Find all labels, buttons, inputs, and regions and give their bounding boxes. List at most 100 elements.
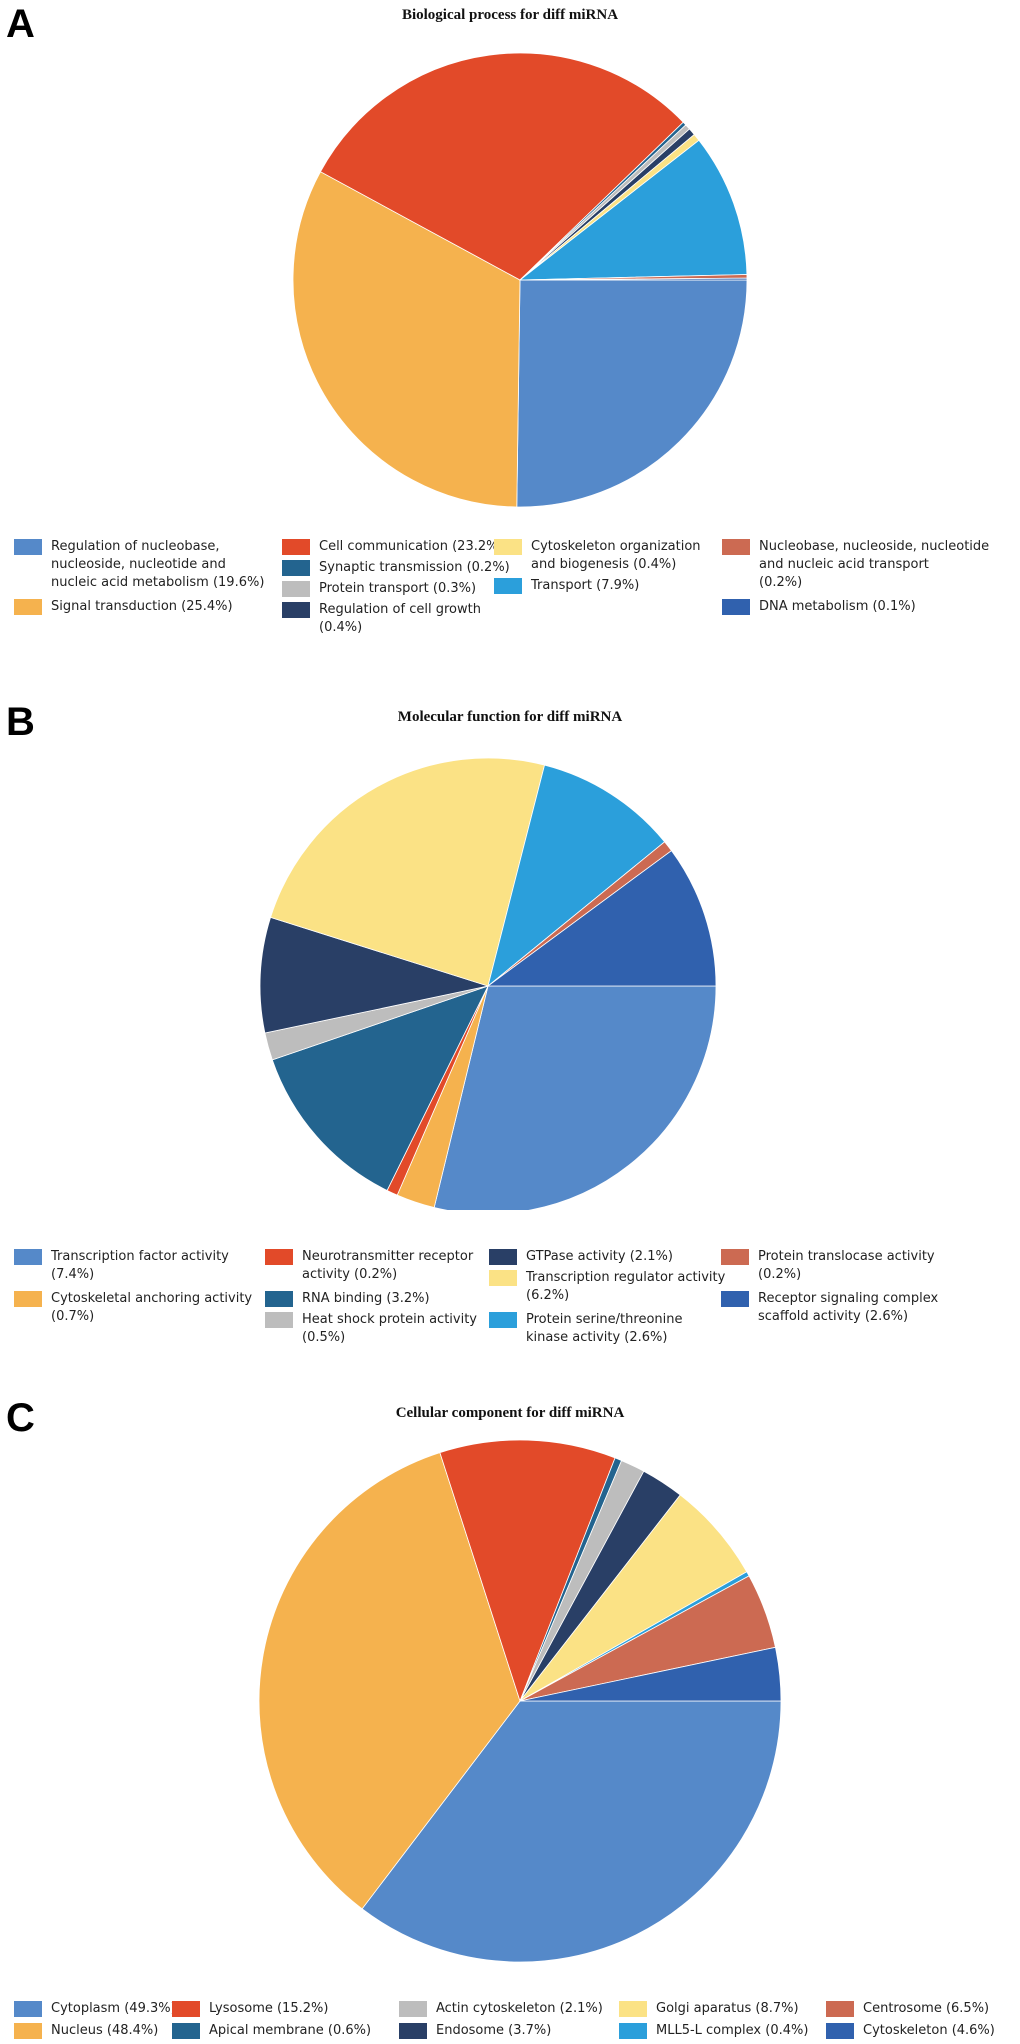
legend-item: Lysosome (15.2%) [172, 2000, 328, 2018]
legend-swatch [494, 578, 522, 594]
legend-item: Heat shock protein activity (0.5%) [265, 1311, 477, 1347]
legend-item: Transport (7.9%) [494, 577, 639, 595]
legend-item: Cytoskeleton organization and biogenesis… [494, 538, 701, 574]
legend-label: Golgi aparatus (8.7%) [656, 2001, 799, 2016]
pie-slice-2 [258, 1452, 521, 1910]
legend-swatch [265, 1291, 293, 1307]
legend-swatch [14, 1249, 42, 1265]
legend-label: Transcription factor activity (7.4%) [51, 1249, 229, 1282]
legend-swatch [489, 1270, 517, 1286]
legend-label: MLL5-L complex (0.4%) [656, 2023, 809, 2038]
legend-label: Protein serine/threonine kinase activity… [526, 1312, 683, 1345]
legend-swatch [14, 599, 42, 615]
legend-item: DNA metabolism (0.1%) [722, 598, 916, 616]
legend-swatch [282, 602, 310, 618]
legend-swatch [619, 2023, 647, 2039]
legend-swatch [265, 1312, 293, 1328]
legend-item: Golgi aparatus (8.7%) [619, 2000, 799, 2018]
legend-item: Regulation of nucleobase, nucleoside, nu… [14, 538, 264, 592]
pie-slice-1 [433, 985, 717, 1210]
legend-swatch [399, 2023, 427, 2039]
legend-swatch [282, 539, 310, 555]
legend-swatch [826, 2023, 854, 2039]
pie-chart-biological-process [292, 52, 748, 508]
legend-label: Protein transport (0.3%) [319, 581, 477, 596]
legend-label: Apical membrane (0.6%) [209, 2023, 372, 2038]
legend-label: Neurotransmitter receptor activity (0.2%… [302, 1249, 474, 1282]
legend-label: Signal transduction (25.4%) [51, 599, 233, 614]
panel-a-letter: A [6, 2, 35, 46]
legend-item: Cytoskeletal anchoring activity (0.7%) [14, 1290, 252, 1326]
legend-label: RNA binding (3.2%) [302, 1291, 430, 1306]
legend-label: Regulation of nucleobase, nucleoside, nu… [51, 539, 265, 590]
legend-label: Nucleobase, nucleoside, nucleotide and n… [759, 539, 990, 590]
legend-swatch [172, 2023, 200, 2039]
pie-slice-7 [270, 757, 546, 987]
legend-item: Protein serine/threonine kinase activity… [489, 1311, 682, 1347]
legend-label: Nucleus (48.4%) [51, 2023, 159, 2038]
legend-item: Neurotransmitter receptor activity (0.2%… [265, 1248, 473, 1284]
legend-swatch [722, 539, 750, 555]
legend-label: Actin cytoskeleton (2.1%) [436, 2001, 603, 2016]
legend-swatch [826, 2001, 854, 2017]
legend-item: MLL5-L complex (0.4%) [619, 2022, 808, 2040]
pie-slice-2 [292, 171, 521, 508]
legend-label: DNA metabolism (0.1%) [759, 599, 916, 614]
legend-swatch [265, 1249, 293, 1265]
panel-c-title: Cellular component for diff miRNA [395, 1405, 625, 1421]
legend-item: Centrosome (6.5%) [826, 2000, 989, 2018]
legend-swatch [282, 581, 310, 597]
legend-label: Cytoskeleton (4.6%) [863, 2023, 995, 2038]
legend-swatch [489, 1312, 517, 1328]
legend-swatch [489, 1249, 517, 1265]
legend-swatch [494, 539, 522, 555]
pie-slice-10 [486, 850, 717, 987]
legend-label: Cytoskeleton organization and biogenesis… [531, 539, 701, 572]
legend-label: Cell communication (23.2%) [319, 539, 504, 554]
legend-item: Transcription factor activity (7.4%) [14, 1248, 229, 1284]
legend-item: Regulation of cell growth (0.4%) [282, 601, 481, 637]
legend-item: Cytoskeleton (4.6%) [826, 2022, 995, 2040]
legend-item: GTPase activity (2.1%) [489, 1248, 673, 1266]
legend-item: Actin cytoskeleton (2.1%) [399, 2000, 603, 2018]
pie-slice-8 [487, 764, 666, 988]
legend-swatch [14, 2001, 42, 2017]
legend-swatch [721, 1291, 749, 1307]
pie-slice-8 [518, 139, 748, 281]
pie-slice-10 [519, 277, 748, 281]
pie-slice-3 [439, 1439, 616, 1703]
legend-item: Nucleus (48.4%) [14, 2022, 158, 2040]
legend-label: Lysosome (15.2%) [209, 2001, 329, 2016]
panel-a-title: Biological process for diff miRNA [401, 7, 619, 23]
legend-item: Synaptic transmission (0.2%) [282, 559, 510, 577]
legend-item: Endosome (3.7%) [399, 2022, 551, 2040]
legend-item: Receptor signaling complex scaffold acti… [721, 1290, 938, 1326]
legend-swatch [721, 1249, 749, 1265]
legend-item: Transcription regulator activity (6.2%) [489, 1269, 725, 1305]
legend-label: Transport (7.9%) [531, 578, 640, 593]
legend-swatch [14, 2023, 42, 2039]
legend-swatch [14, 539, 42, 555]
legend-item: Nucleobase, nucleoside, nucleotide and n… [722, 538, 989, 592]
legend-swatch [14, 1291, 42, 1307]
panel-b: B Molecular function for diff miRNA Tran… [0, 690, 1020, 1380]
panel-c-letter: C [6, 1396, 35, 1440]
pie-slice-6 [259, 916, 490, 1034]
panel-c: C Cellular component for diff miRNA Cyto… [0, 1380, 1020, 2044]
pie-slice-3 [319, 52, 684, 281]
legend-swatch [172, 2001, 200, 2017]
legend-item: Apical membrane (0.6%) [172, 2022, 371, 2040]
legend-swatch [722, 599, 750, 615]
legend-swatch [282, 560, 310, 576]
legend-item: Cytoplasm (49.3%) [14, 2000, 176, 2018]
legend-label: Endosome (3.7%) [436, 2023, 552, 2038]
legend-item: Protein transport (0.3%) [282, 580, 476, 598]
legend-label: Cytoplasm (49.3%) [51, 2001, 176, 2016]
legend-item: Cell communication (23.2%) [282, 538, 504, 556]
pie-chart-molecular-function [259, 757, 717, 1210]
pie-chart-cellular-component [258, 1439, 782, 1963]
legend-item: RNA binding (3.2%) [265, 1290, 430, 1308]
legend-item: Signal transduction (25.4%) [14, 598, 233, 616]
legend-swatch [399, 2001, 427, 2017]
legend-swatch [619, 2001, 647, 2017]
